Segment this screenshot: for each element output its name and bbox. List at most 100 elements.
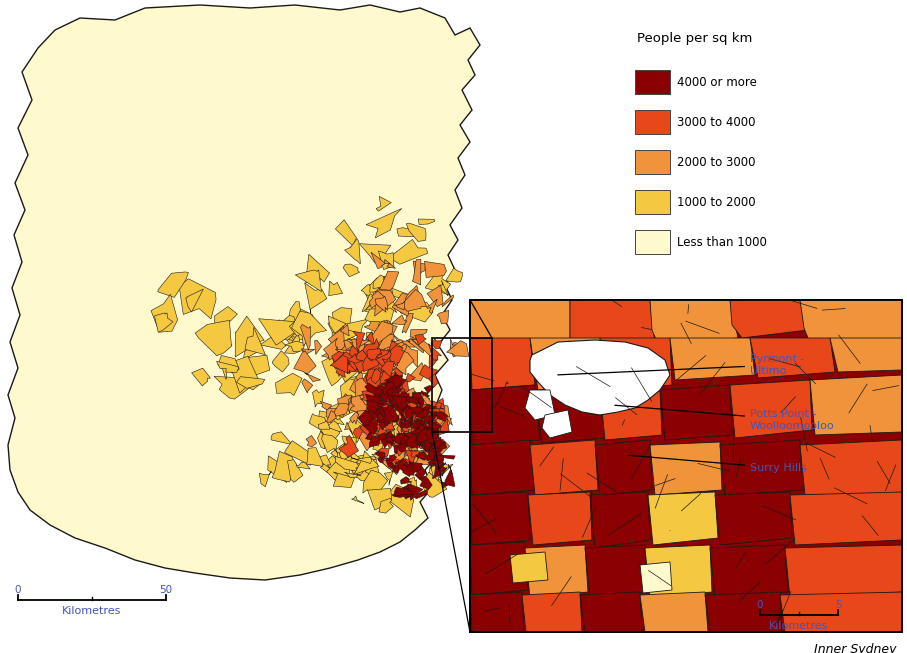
Polygon shape bbox=[600, 390, 662, 440]
Polygon shape bbox=[385, 439, 394, 447]
Polygon shape bbox=[339, 357, 350, 372]
Polygon shape bbox=[360, 389, 375, 403]
Polygon shape bbox=[392, 398, 398, 412]
Polygon shape bbox=[393, 334, 414, 355]
Polygon shape bbox=[410, 329, 427, 340]
Polygon shape bbox=[328, 281, 343, 296]
Polygon shape bbox=[426, 424, 435, 436]
Polygon shape bbox=[385, 437, 393, 443]
Polygon shape bbox=[297, 462, 310, 469]
Polygon shape bbox=[650, 442, 722, 495]
Text: People per sq km: People per sq km bbox=[637, 32, 753, 45]
Polygon shape bbox=[350, 377, 367, 397]
Polygon shape bbox=[415, 437, 421, 443]
Polygon shape bbox=[382, 458, 400, 462]
Polygon shape bbox=[432, 455, 444, 471]
Polygon shape bbox=[432, 460, 444, 470]
Polygon shape bbox=[470, 338, 535, 390]
Polygon shape bbox=[349, 351, 362, 371]
Polygon shape bbox=[210, 337, 232, 345]
Polygon shape bbox=[428, 343, 442, 360]
Polygon shape bbox=[351, 460, 365, 477]
Text: 2000 to 3000: 2000 to 3000 bbox=[677, 155, 756, 168]
Polygon shape bbox=[336, 361, 366, 382]
Polygon shape bbox=[407, 391, 430, 412]
Polygon shape bbox=[433, 409, 439, 421]
Polygon shape bbox=[375, 341, 404, 363]
Polygon shape bbox=[542, 410, 572, 438]
Polygon shape bbox=[405, 432, 419, 449]
Polygon shape bbox=[640, 592, 708, 632]
Polygon shape bbox=[470, 492, 530, 545]
Polygon shape bbox=[373, 275, 385, 289]
Polygon shape bbox=[430, 411, 437, 415]
Polygon shape bbox=[342, 377, 367, 406]
Polygon shape bbox=[427, 404, 434, 413]
Polygon shape bbox=[435, 418, 449, 436]
Polygon shape bbox=[800, 440, 902, 495]
Polygon shape bbox=[358, 403, 375, 419]
Polygon shape bbox=[530, 338, 605, 390]
Polygon shape bbox=[423, 420, 438, 434]
Polygon shape bbox=[340, 379, 359, 397]
Polygon shape bbox=[470, 592, 524, 632]
Polygon shape bbox=[430, 411, 452, 430]
Polygon shape bbox=[394, 487, 412, 496]
Polygon shape bbox=[420, 404, 437, 413]
Polygon shape bbox=[349, 349, 360, 368]
Polygon shape bbox=[366, 400, 380, 417]
Polygon shape bbox=[351, 457, 372, 464]
Polygon shape bbox=[380, 394, 391, 406]
Polygon shape bbox=[259, 471, 271, 486]
Polygon shape bbox=[415, 452, 429, 460]
Polygon shape bbox=[413, 431, 424, 447]
Polygon shape bbox=[670, 338, 755, 380]
Polygon shape bbox=[421, 391, 430, 397]
Polygon shape bbox=[431, 339, 443, 349]
Polygon shape bbox=[409, 477, 417, 494]
Polygon shape bbox=[328, 326, 345, 355]
Polygon shape bbox=[235, 316, 264, 357]
Polygon shape bbox=[329, 346, 346, 357]
Polygon shape bbox=[335, 351, 353, 366]
Polygon shape bbox=[385, 458, 395, 469]
Polygon shape bbox=[278, 317, 303, 345]
Bar bbox=[635, 150, 670, 174]
Polygon shape bbox=[395, 301, 405, 310]
Polygon shape bbox=[425, 422, 436, 430]
Polygon shape bbox=[417, 423, 421, 430]
Polygon shape bbox=[429, 456, 454, 483]
Polygon shape bbox=[327, 409, 340, 419]
Polygon shape bbox=[339, 400, 346, 408]
Polygon shape bbox=[418, 401, 424, 409]
Polygon shape bbox=[336, 220, 358, 251]
Polygon shape bbox=[271, 432, 292, 445]
Polygon shape bbox=[336, 444, 360, 470]
Polygon shape bbox=[421, 415, 436, 426]
Polygon shape bbox=[385, 468, 394, 486]
Polygon shape bbox=[360, 344, 374, 360]
Polygon shape bbox=[345, 239, 360, 264]
Polygon shape bbox=[349, 358, 361, 371]
Polygon shape bbox=[399, 396, 425, 420]
Polygon shape bbox=[640, 562, 672, 593]
Polygon shape bbox=[327, 411, 336, 423]
Bar bbox=[635, 70, 670, 94]
Polygon shape bbox=[383, 423, 395, 432]
Polygon shape bbox=[356, 402, 363, 409]
Polygon shape bbox=[368, 396, 381, 414]
Polygon shape bbox=[800, 300, 902, 355]
Polygon shape bbox=[353, 332, 365, 352]
Polygon shape bbox=[415, 430, 434, 449]
Polygon shape bbox=[446, 341, 469, 357]
Polygon shape bbox=[403, 395, 418, 412]
Polygon shape bbox=[429, 422, 442, 432]
Polygon shape bbox=[371, 252, 385, 268]
Polygon shape bbox=[409, 461, 423, 473]
Polygon shape bbox=[780, 592, 902, 632]
Polygon shape bbox=[434, 436, 438, 445]
Polygon shape bbox=[349, 361, 362, 370]
Polygon shape bbox=[421, 419, 426, 435]
Polygon shape bbox=[386, 432, 395, 439]
Polygon shape bbox=[411, 392, 424, 406]
